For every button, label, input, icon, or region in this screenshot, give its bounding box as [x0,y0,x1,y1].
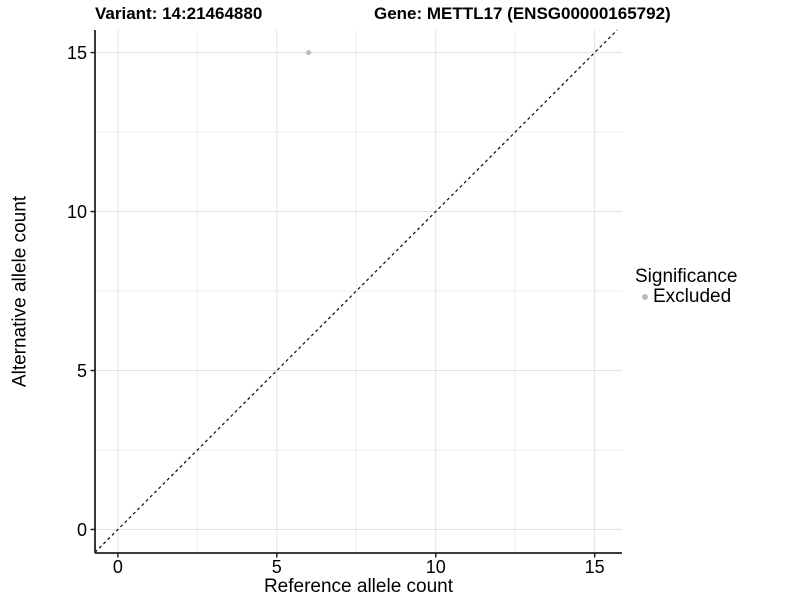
plot-marks [94,29,618,553]
gene-title: Gene: METTL17 (ENSG00000165792) [374,4,671,23]
data-point [306,50,312,56]
x-tick-label: 5 [272,557,282,577]
y-tick-label: 0 [77,520,87,540]
tick-labels: 0 5 10 15 0 5 10 15 [67,43,605,577]
y-tick-label: 15 [67,43,87,63]
y-tick-label: 10 [67,202,87,222]
axes [90,30,622,558]
legend-item-excluded: Excluded [635,287,737,307]
y-axis-label: Alternative allele count [10,195,31,387]
minor-gridlines [95,30,622,553]
legend: Significance Excluded [635,267,737,307]
y-tick-label: 5 [77,361,87,381]
x-tick-label: 15 [585,557,605,577]
major-gridlines [95,30,622,553]
x-axis-label: Reference allele count [264,576,454,597]
legend-item-label: Excluded [653,286,732,307]
x-tick-label: 10 [426,557,446,577]
legend-point-swatch [642,294,648,300]
legend-title: Significance [635,266,738,287]
variant-title: Variant: 14:21464880 [95,4,263,23]
x-tick-label: 0 [113,557,123,577]
